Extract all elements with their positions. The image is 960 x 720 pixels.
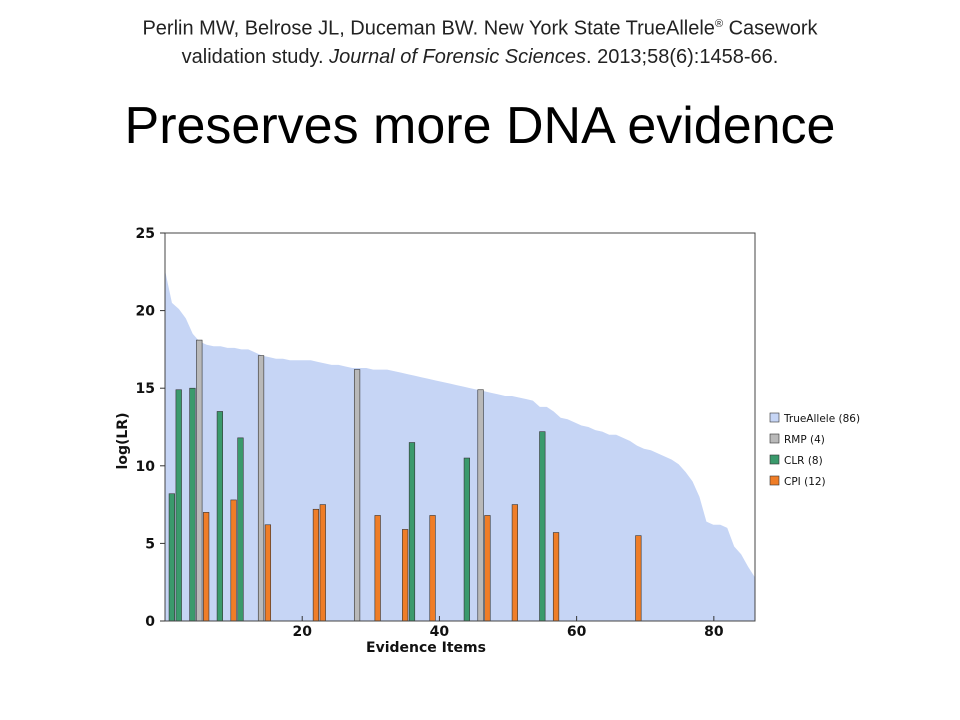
legend-swatch-rmp: [769, 433, 780, 444]
bar-clr: [539, 431, 546, 622]
y-tick-label: 10: [136, 459, 156, 475]
bar-clr: [216, 411, 223, 622]
x-tick-label: 80: [704, 624, 724, 640]
registered-mark: ®: [714, 18, 724, 30]
y-tick-label: 0: [145, 614, 155, 630]
bar-cpi: [264, 524, 272, 622]
plot-frame: [164, 232, 756, 622]
y-tick-label: 15: [136, 381, 155, 397]
legend-label-trueallele: TrueAllele (86): [783, 413, 860, 425]
bar-cpi: [402, 529, 409, 622]
y-tick-label: 5: [145, 536, 155, 552]
y-tick-label: 25: [136, 226, 155, 242]
bar-rmp: [353, 369, 361, 622]
x-tick-label: 40: [430, 624, 450, 640]
legend-label-cpi: CPI (12): [784, 476, 826, 488]
citation-line-2: validation study. Journal of Forensic Sc…: [0, 43, 960, 71]
y-axis-title: log(LR): [115, 413, 131, 470]
bar-cpi: [374, 515, 381, 622]
legend-swatch-clr: [769, 454, 780, 465]
bar-cpi: [484, 515, 491, 622]
bar-cpi: [203, 512, 210, 622]
evidence-bar-chart: 0 5 10 15 20 25 20 40 60 80 Evidence Items log(LR) T…: [115, 226, 860, 656]
legend-label-clr: CLR (8): [784, 455, 823, 467]
x-tick-label: 20: [292, 624, 312, 640]
citation-line1-end: Casework: [723, 17, 818, 40]
bar-cpi: [319, 504, 326, 622]
legend-swatch-cpi: [769, 475, 780, 486]
bar-clr: [168, 493, 175, 622]
series-area-trueallele: [165, 270, 755, 621]
bar-clr: [175, 389, 182, 622]
bar-cpi: [230, 499, 237, 622]
bar-rmp: [477, 389, 484, 622]
citation-authors: Perlin MW, Belrose JL, Duceman BW. New Y…: [142, 17, 715, 40]
bar-cpi: [429, 515, 436, 622]
citation-volume: . 2013;58(6):1458-66.: [585, 45, 779, 68]
bar-clr: [463, 457, 470, 622]
bar-cpi: [511, 504, 518, 622]
bar-cpi: [552, 532, 560, 622]
legend-label-rmp: RMP (4): [784, 434, 825, 446]
citation-line-1: Perlin MW, Belrose JL, Duceman BW. New Y…: [0, 10, 960, 43]
bar-clr: [408, 442, 416, 622]
y-tick-label: 20: [136, 304, 156, 320]
legend-swatch-trueallele: [769, 412, 780, 423]
bar-rmp: [257, 355, 265, 622]
citation-journal: Journal of Forensic Sciences: [329, 45, 586, 68]
slide-title: Preserves more DNA evidence: [124, 97, 836, 155]
citation-study: validation study.: [181, 45, 330, 68]
bar-cpi: [635, 535, 642, 622]
bar-clr: [237, 437, 244, 622]
citation: Perlin MW, Belrose JL, Duceman BW. New Y…: [0, 10, 960, 71]
x-tick-label: 60: [567, 624, 587, 640]
bar-cpi: [312, 508, 320, 622]
bar-rmp: [196, 339, 203, 622]
bar-clr: [189, 387, 196, 622]
x-axis-title: Evidence Items: [366, 640, 486, 656]
